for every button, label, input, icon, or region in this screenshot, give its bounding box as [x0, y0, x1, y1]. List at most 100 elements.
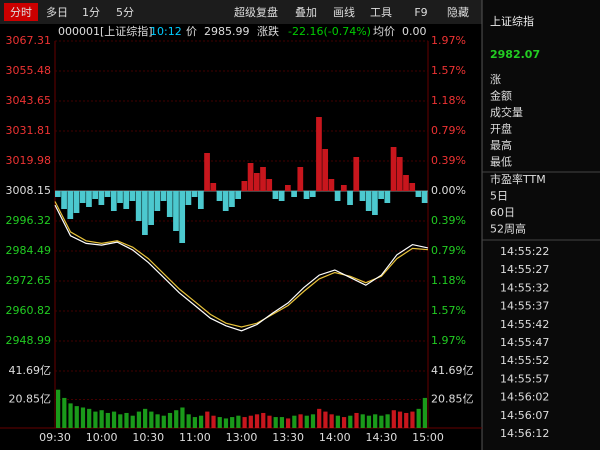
- strength-bar: [185, 191, 192, 205]
- strength-bar: [98, 191, 105, 205]
- volume-bar: [397, 411, 403, 428]
- time-label: 09:30: [39, 431, 71, 444]
- volume-bar: [130, 415, 135, 428]
- volume-bar: [80, 407, 86, 428]
- side-field: 最低: [490, 156, 512, 169]
- strength-bar: [260, 167, 266, 191]
- strength-bar: [278, 191, 285, 201]
- strength-bar: [421, 191, 428, 203]
- price-tick-label: 3019.98: [6, 154, 52, 167]
- volume-bar: [279, 417, 285, 428]
- pct-tick-label: 0.00%: [431, 184, 466, 197]
- volume-bar: [385, 414, 390, 428]
- strength-bar: [266, 179, 273, 191]
- time-label: 10:00: [86, 431, 118, 444]
- pct-tick-label: 0.79%: [431, 124, 466, 137]
- avg-line: [54, 201, 429, 328]
- price-tick-label: 2996.32: [6, 214, 52, 227]
- volume-bar: [261, 412, 266, 428]
- strength-bar: [61, 191, 67, 209]
- price-tick-label: 3043.65: [6, 94, 52, 107]
- strength-bar: [378, 191, 384, 199]
- price-tick-label: 3008.15: [6, 184, 52, 197]
- side-panel: [482, 0, 600, 450]
- info-change: -22.16(-0.74%): [288, 25, 371, 38]
- side-field: 60日: [490, 206, 515, 219]
- tab[interactable]: 多日: [46, 5, 68, 19]
- volume-bar: [354, 412, 359, 428]
- tab[interactable]: 5分: [116, 6, 134, 19]
- side-field: 涨: [490, 73, 501, 86]
- pct-tick-label: 1.57%: [431, 64, 466, 77]
- strength-bar: [316, 117, 322, 191]
- volume-bar: [105, 412, 110, 428]
- strength-bar: [110, 191, 117, 211]
- strength-bar: [104, 191, 111, 197]
- tool-button[interactable]: F9: [414, 6, 427, 19]
- tool-button[interactable]: 超级复盘: [234, 5, 278, 19]
- volume-bar: [391, 410, 396, 428]
- volume-bar: [348, 415, 353, 428]
- strength-bar: [166, 191, 173, 217]
- strength-bar: [216, 191, 223, 201]
- volume-bar: [198, 415, 204, 428]
- volume-bar: [298, 414, 303, 428]
- price-tick-label: 2960.82: [6, 304, 52, 317]
- strength-bar: [347, 191, 353, 205]
- volume-bar: [217, 417, 222, 428]
- price-tick-label: 2948.99: [6, 334, 52, 347]
- volume-bar: [56, 389, 61, 428]
- pct-tick-label: 1.97%: [431, 334, 466, 347]
- time-label: 13:30: [272, 431, 304, 444]
- strength-bar: [123, 191, 130, 209]
- strength-bar: [384, 191, 391, 203]
- pct-tick-label: 0.39%: [431, 154, 466, 167]
- strength-bar: [372, 191, 378, 215]
- volume-bar: [205, 411, 210, 428]
- volume-bar: [273, 417, 278, 428]
- strength-bar: [179, 191, 186, 243]
- tool-button[interactable]: 工具: [370, 6, 392, 19]
- volume-bar: [404, 412, 409, 428]
- tick-time: 14:55:22: [500, 245, 549, 258]
- strength-bar: [117, 191, 123, 203]
- tool-button[interactable]: 隐藏: [447, 6, 469, 19]
- price-line: [54, 204, 429, 332]
- side-price: 2982.07: [490, 48, 540, 61]
- strength-bar: [390, 147, 397, 191]
- side-title: 上证综指: [490, 14, 534, 28]
- volume-bar: [329, 414, 334, 428]
- pct-tick-label: 0.79%: [431, 244, 466, 257]
- tick-time: 14:56:07: [500, 409, 549, 422]
- tab[interactable]: 1分: [82, 6, 100, 19]
- strength-bar: [204, 153, 210, 191]
- strength-bar: [303, 191, 310, 199]
- tool-button[interactable]: 画线: [333, 5, 355, 19]
- volume-tick-label-right: 41.69亿: [431, 364, 474, 377]
- volume-bar: [335, 415, 340, 428]
- volume-bar: [192, 417, 197, 428]
- strength-bar: [328, 179, 335, 191]
- volume-bar: [292, 415, 297, 428]
- time-label: 15:00: [412, 431, 444, 444]
- volume-bar: [93, 411, 98, 428]
- strength-bar: [365, 191, 372, 211]
- strength-bar: [160, 191, 167, 201]
- strength-bar: [253, 173, 260, 191]
- volume-bar: [341, 417, 347, 428]
- strength-bar: [229, 191, 235, 207]
- tick-time: 14:55:47: [500, 336, 549, 349]
- info-avg-label: 均价: [373, 25, 395, 38]
- strength-bar: [291, 191, 297, 197]
- volume-bar: [236, 415, 241, 428]
- price-tick-label: 3031.81: [6, 124, 52, 137]
- tab[interactable]: 分时: [10, 6, 32, 19]
- strength-bar: [148, 191, 154, 225]
- tool-button[interactable]: 叠加: [295, 6, 317, 19]
- volume-bar: [99, 410, 104, 428]
- volume-bar: [379, 415, 384, 428]
- tick-time: 14:55:42: [500, 318, 549, 331]
- side-field: 52周高: [490, 222, 526, 236]
- volume-bar: [267, 415, 272, 428]
